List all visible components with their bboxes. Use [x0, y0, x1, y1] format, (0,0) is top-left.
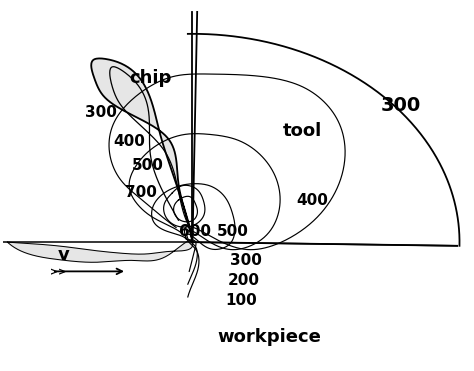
Text: 700: 700 [125, 185, 157, 200]
Text: v: v [58, 246, 70, 264]
Text: >>: >> [50, 267, 66, 277]
Text: 500: 500 [216, 224, 248, 239]
Text: 600: 600 [179, 224, 211, 239]
Text: 300: 300 [230, 253, 262, 268]
Text: 300: 300 [381, 96, 421, 115]
Text: 100: 100 [226, 293, 257, 308]
Text: 500: 500 [132, 158, 164, 173]
Text: 400: 400 [113, 134, 145, 149]
Text: 200: 200 [228, 273, 260, 288]
Text: tool: tool [283, 122, 322, 140]
Text: 400: 400 [296, 193, 328, 208]
Polygon shape [8, 240, 193, 262]
Text: chip: chip [129, 69, 172, 87]
Text: 300: 300 [85, 105, 117, 120]
Text: workpiece: workpiece [218, 328, 322, 346]
Polygon shape [91, 58, 192, 242]
